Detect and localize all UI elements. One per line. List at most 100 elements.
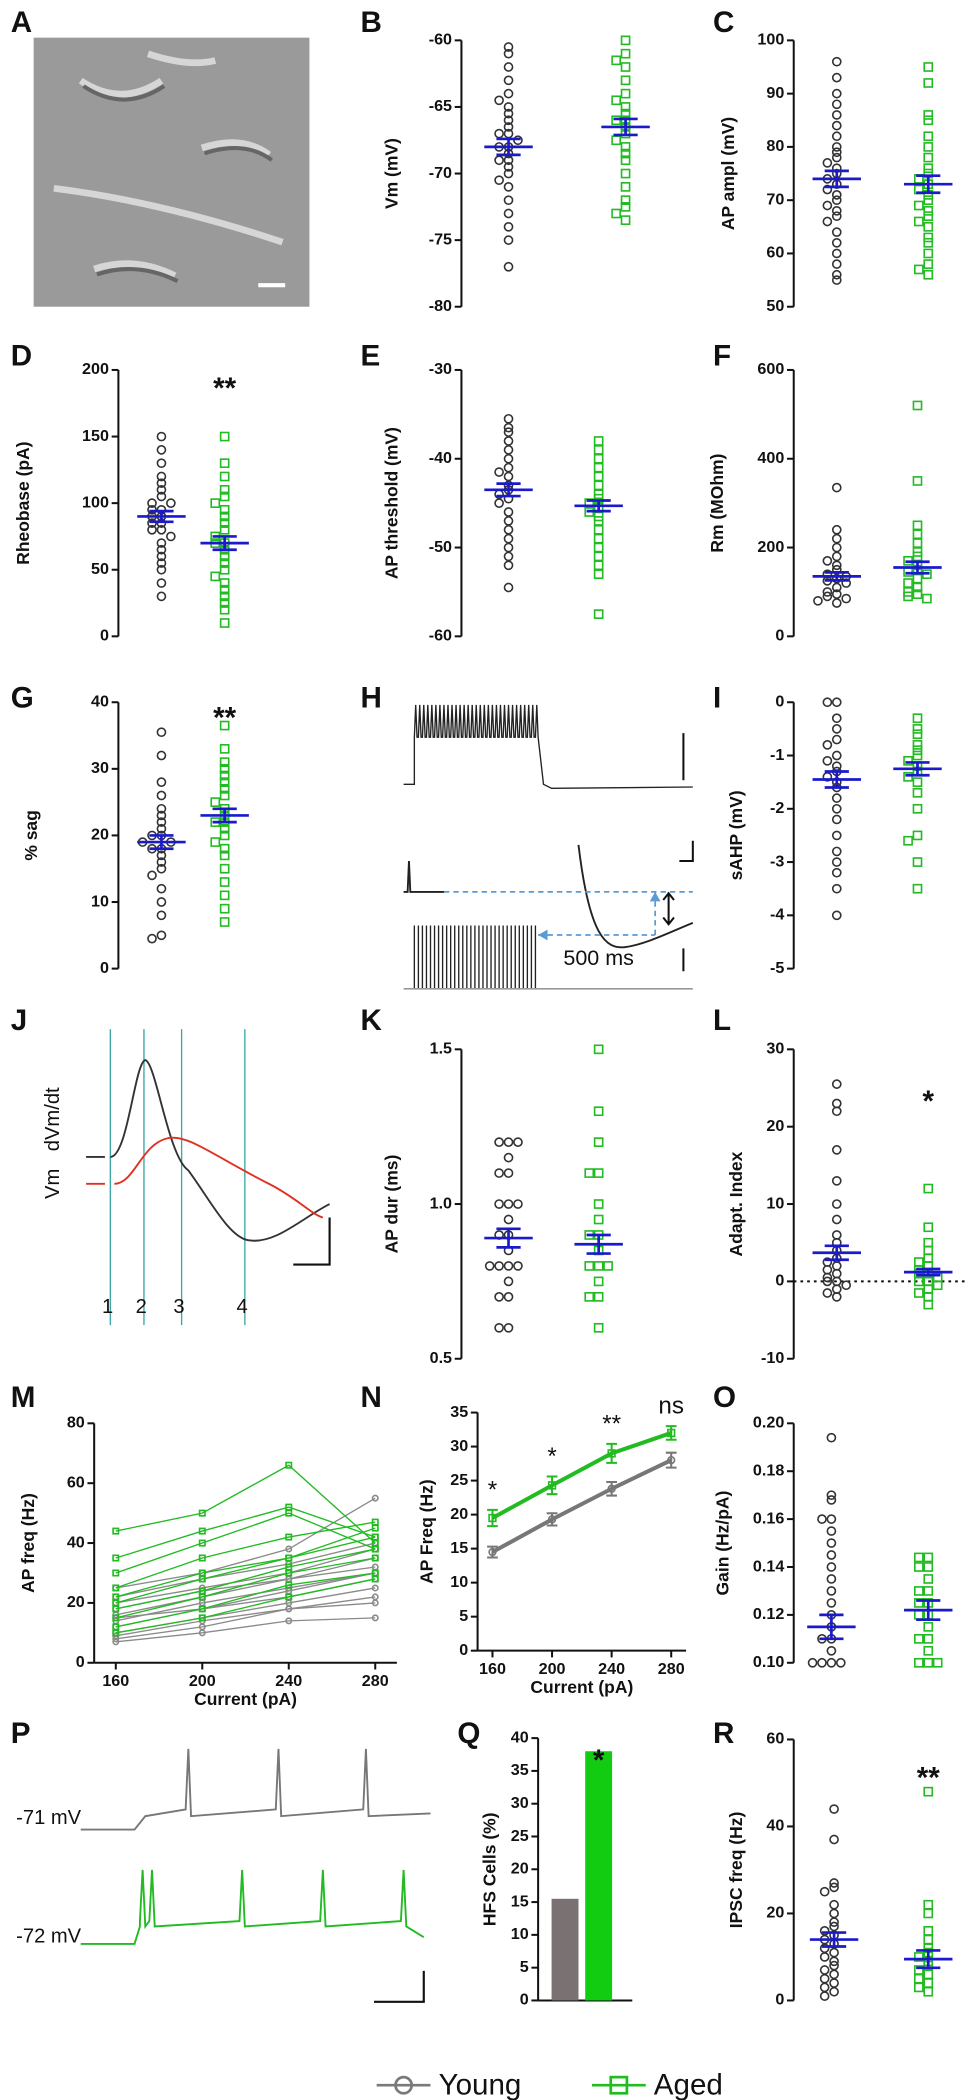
data-point — [822, 1264, 833, 1275]
y-tick-label: 0 — [775, 627, 784, 645]
significance: ** — [917, 1762, 941, 1795]
data-point — [488, 1547, 497, 1557]
data-point — [156, 850, 167, 861]
data-point — [831, 190, 842, 200]
data-point — [831, 205, 842, 216]
data-point — [593, 1044, 604, 1055]
data-point — [841, 593, 852, 604]
data-point — [488, 1513, 497, 1523]
data-point — [841, 1280, 852, 1291]
data-point — [923, 269, 934, 280]
data-point — [147, 524, 157, 535]
data-point — [923, 237, 934, 248]
data-point — [829, 1882, 839, 1893]
data-point — [831, 1145, 842, 1155]
scale-bar — [373, 1970, 425, 2003]
data-point — [112, 1584, 120, 1592]
data-point — [607, 1484, 616, 1493]
y-tick-label: 0 — [100, 627, 109, 645]
y-tick-label: 15 — [450, 1539, 468, 1557]
data-point — [219, 763, 230, 774]
data-point — [219, 917, 230, 927]
data-point — [923, 1978, 934, 1988]
data-point — [831, 830, 842, 841]
data-point — [912, 538, 923, 548]
y-tick-label: -70 — [429, 164, 452, 182]
y-tick-label: 150 — [82, 427, 109, 445]
y-axis-label: sAHP (mV) — [726, 790, 746, 880]
significance: * — [488, 1476, 498, 1503]
micrograph-texture — [82, 84, 273, 283]
data-point — [923, 211, 934, 222]
series-line — [115, 1497, 376, 1589]
data-point — [831, 857, 842, 867]
data-point — [913, 1973, 924, 1984]
data-point — [620, 62, 631, 72]
data-point — [903, 771, 913, 782]
y-tick-label: 30 — [450, 1437, 468, 1455]
data-point — [198, 1527, 206, 1535]
data-point — [219, 431, 230, 442]
data-point — [219, 823, 230, 834]
data-point — [912, 883, 923, 894]
data-point — [923, 1292, 934, 1302]
significance: ** — [213, 702, 237, 735]
data-point — [826, 1586, 837, 1596]
data-point — [584, 498, 595, 508]
data-point — [156, 564, 167, 575]
data-point — [219, 484, 230, 495]
x-tick-label: 280 — [658, 1660, 685, 1678]
data-point — [923, 1969, 934, 1980]
data-point — [593, 542, 604, 553]
data-point — [913, 1982, 924, 1993]
data-point — [913, 1257, 924, 1267]
data-point — [831, 1098, 842, 1109]
data-point — [913, 216, 924, 227]
data-point — [219, 604, 230, 615]
scale-bar — [679, 733, 694, 972]
data-point — [503, 507, 514, 517]
data-point — [829, 1986, 839, 1997]
data-point — [923, 248, 934, 259]
data-point — [826, 1598, 837, 1608]
data-point — [912, 777, 923, 787]
data-point — [503, 582, 514, 593]
y-tick-label: 40 — [766, 1817, 784, 1835]
data-point — [156, 930, 167, 941]
y-tick-label: -1 — [770, 746, 784, 764]
data-point — [903, 835, 913, 846]
y-axis-label: AP threshold (mV) — [381, 427, 401, 579]
data-point — [198, 1554, 206, 1562]
y-tick-label: -50 — [429, 538, 452, 556]
data-point — [923, 142, 934, 152]
data-point — [156, 458, 167, 469]
data-point — [913, 1586, 924, 1596]
data-point — [913, 1952, 924, 1962]
y-axis-label: AP ampl (mV) — [718, 117, 738, 230]
data-point — [841, 578, 852, 588]
data-point — [593, 1322, 604, 1333]
panel-letter: J — [11, 1004, 27, 1037]
data-point — [285, 1605, 293, 1613]
trace-label: -71 mV — [16, 1807, 82, 1829]
data-point — [210, 837, 221, 847]
data-point — [831, 697, 842, 708]
data-point — [923, 1552, 934, 1563]
data-point — [923, 78, 934, 88]
data-point — [156, 883, 167, 894]
data-point — [593, 560, 604, 571]
data-point — [819, 1973, 830, 1984]
data-point — [285, 1617, 293, 1625]
data-point — [829, 1878, 839, 1888]
data-point — [147, 870, 157, 881]
data-point — [219, 863, 230, 874]
data-point — [922, 593, 932, 604]
data-point — [219, 757, 230, 768]
y-tick-label: -30 — [429, 360, 452, 378]
marker-label: 4 — [237, 1296, 248, 1318]
arrow — [662, 891, 675, 926]
y-axis-label: AP freq (Hz) — [18, 1493, 38, 1593]
data-point — [503, 195, 514, 206]
data-point — [620, 88, 631, 99]
y-tick-label: -10 — [761, 1349, 784, 1367]
